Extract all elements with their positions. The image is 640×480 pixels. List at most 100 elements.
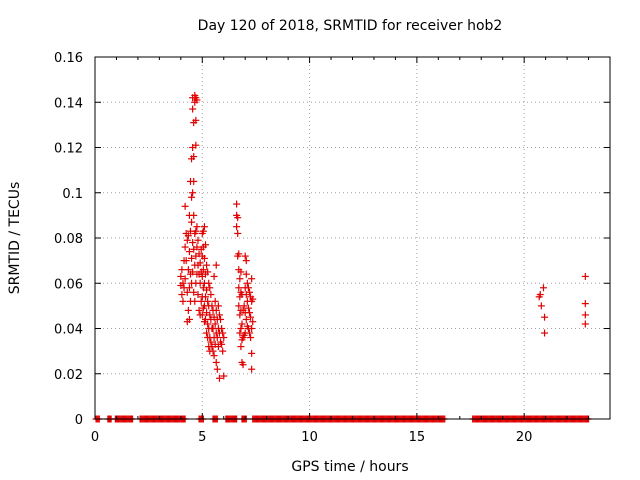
data-point bbox=[192, 116, 200, 124]
data-point bbox=[190, 288, 198, 296]
data-point bbox=[246, 309, 253, 317]
data-point bbox=[236, 311, 244, 319]
data-point bbox=[242, 315, 250, 323]
data-point bbox=[205, 279, 213, 287]
data-point bbox=[214, 302, 222, 310]
data-point bbox=[235, 284, 243, 292]
data-point bbox=[181, 202, 189, 210]
y-tick-label: 0.04 bbox=[54, 323, 83, 338]
data-point bbox=[190, 153, 198, 161]
data-point bbox=[233, 200, 241, 208]
data-point bbox=[249, 295, 257, 303]
y-tick-label: 0.02 bbox=[54, 368, 83, 383]
data-point bbox=[242, 257, 250, 265]
data-point bbox=[212, 306, 220, 314]
data-point bbox=[246, 288, 253, 296]
x-tick-label: 15 bbox=[409, 430, 426, 445]
data-point bbox=[204, 268, 212, 276]
x-tick-labels: 0 5 10 15 20 bbox=[91, 430, 533, 445]
data-point bbox=[207, 338, 215, 346]
data-point bbox=[244, 304, 252, 312]
y-tick-label: 0.08 bbox=[54, 232, 83, 247]
data-point bbox=[248, 275, 256, 283]
data-point bbox=[190, 177, 198, 185]
data-point bbox=[206, 311, 214, 319]
data-point bbox=[204, 297, 212, 305]
data-point bbox=[248, 365, 256, 373]
data-point bbox=[210, 272, 218, 280]
data-point bbox=[536, 291, 544, 299]
data-point bbox=[211, 297, 219, 305]
plot-frame bbox=[94, 56, 611, 420]
data-point bbox=[243, 279, 251, 287]
data-point bbox=[539, 284, 547, 292]
data-point bbox=[184, 232, 192, 240]
data-point bbox=[183, 236, 191, 244]
data-point bbox=[208, 302, 216, 310]
data-point bbox=[200, 223, 208, 231]
data-point bbox=[240, 302, 248, 310]
data-point bbox=[581, 311, 589, 319]
data-point bbox=[192, 141, 200, 149]
data-points bbox=[92, 91, 593, 423]
data-point bbox=[248, 349, 256, 357]
data-point bbox=[537, 302, 545, 310]
data-point bbox=[199, 227, 207, 235]
y-tick-label: 0 bbox=[75, 413, 83, 428]
data-point bbox=[188, 218, 196, 226]
y-tick-label: 0.14 bbox=[54, 96, 83, 111]
data-point bbox=[195, 306, 203, 314]
data-point bbox=[234, 214, 242, 222]
data-point bbox=[241, 252, 249, 260]
x-tick-label: 5 bbox=[198, 430, 206, 445]
data-point bbox=[189, 268, 197, 276]
data-point bbox=[581, 300, 589, 308]
data-point bbox=[213, 334, 221, 342]
data-point bbox=[191, 297, 199, 305]
axis-ticks bbox=[94, 56, 611, 420]
data-point bbox=[183, 288, 191, 296]
data-point bbox=[239, 361, 247, 369]
data-point bbox=[193, 96, 201, 104]
data-point bbox=[196, 259, 204, 267]
data-point bbox=[219, 329, 227, 337]
data-point bbox=[192, 227, 200, 235]
data-point bbox=[242, 270, 250, 278]
data-point bbox=[217, 315, 225, 323]
data-point bbox=[237, 268, 245, 276]
data-point bbox=[237, 325, 245, 332]
data-point bbox=[244, 284, 252, 292]
data-point bbox=[179, 279, 187, 287]
data-point bbox=[207, 291, 215, 299]
data-point bbox=[184, 266, 192, 274]
data-point bbox=[246, 329, 253, 337]
data-point bbox=[185, 248, 193, 256]
data-point bbox=[185, 315, 193, 323]
data-point bbox=[541, 313, 549, 321]
data-point bbox=[248, 325, 256, 332]
data-point bbox=[181, 243, 189, 251]
data-point bbox=[237, 343, 245, 351]
y-tick-label: 0.1 bbox=[62, 187, 83, 202]
data-point bbox=[202, 293, 210, 301]
data-point bbox=[177, 272, 185, 280]
x-tick-label: 10 bbox=[301, 430, 318, 445]
data-point bbox=[189, 239, 197, 247]
data-point bbox=[188, 254, 196, 262]
x-axis-title: GPS time / hours bbox=[291, 459, 408, 475]
x-tick-label: 0 bbox=[91, 430, 99, 445]
data-point bbox=[218, 325, 226, 332]
data-point bbox=[184, 306, 192, 314]
y-tick-labels: 0 0.02 0.04 0.06 0.08 0.1 0.12 0.14 0.16 bbox=[54, 51, 83, 428]
data-point bbox=[218, 340, 226, 348]
data-point bbox=[206, 284, 214, 292]
data-point bbox=[220, 372, 228, 380]
data-point bbox=[203, 329, 211, 337]
data-point bbox=[209, 347, 217, 355]
y-tick-label: 0.12 bbox=[54, 142, 83, 157]
data-point bbox=[235, 250, 243, 258]
data-point bbox=[238, 320, 246, 328]
data-point bbox=[247, 313, 255, 321]
data-point bbox=[178, 266, 186, 274]
